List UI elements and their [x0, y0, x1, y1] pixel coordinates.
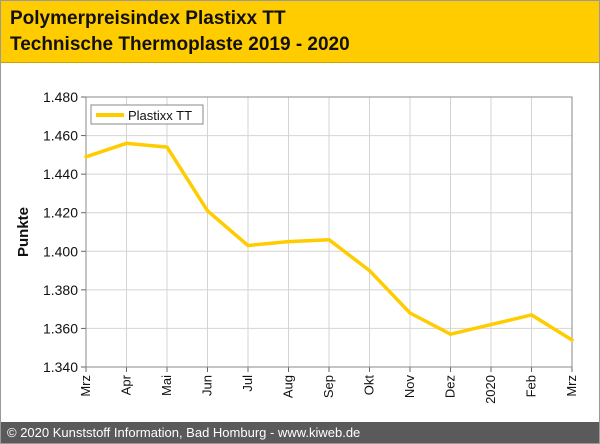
- x-tick-label: Mrz: [78, 375, 93, 397]
- y-tick-label: 1.400: [43, 243, 78, 259]
- x-axis-ticks: Mrz Apr Mai Jun Jul Aug Sep Okt Nov Dez 2020 Feb Mrz: [78, 367, 579, 404]
- data-point: [286, 240, 291, 244]
- data-point: [124, 141, 129, 145]
- x-tick-label: Sep: [321, 375, 336, 398]
- x-tick-label: Mrz: [564, 375, 579, 397]
- series-layer: [84, 141, 574, 342]
- x-tick-label: Jun: [200, 375, 215, 396]
- x-tick-label: Mai: [159, 375, 174, 396]
- x-tick-label: Feb: [524, 375, 539, 397]
- y-axis-ticks: 1.340 1.360 1.380 1.400 1.420 1.440 1.460 1.480: [43, 89, 86, 375]
- y-tick-label: 1.340: [43, 359, 78, 375]
- x-tick-label: Dez: [443, 375, 458, 398]
- copyright-text: © 2020 Kunststoff Information, Bad Hombu…: [7, 425, 361, 440]
- chart-header: Polymerpreisindex Plastixx TT Technische…: [1, 1, 599, 63]
- y-tick-label: 1.460: [43, 128, 78, 144]
- data-point: [448, 332, 453, 336]
- y-tick-label: 1.360: [43, 320, 78, 336]
- data-point: [205, 209, 210, 213]
- x-tick-label: 2020: [483, 375, 498, 404]
- x-tick-label: Okt: [362, 375, 377, 396]
- y-tick-label: 1.440: [43, 166, 78, 182]
- plot-area: [85, 96, 573, 368]
- data-point: [570, 338, 574, 342]
- data-point: [489, 322, 493, 327]
- chart-title: Polymerpreisindex Plastixx TT: [10, 8, 286, 29]
- data-point: [165, 145, 169, 149]
- legend: Plastixx TT: [90, 104, 204, 125]
- data-point: [84, 155, 88, 159]
- y-tick-label: 1.480: [43, 89, 78, 105]
- legend-label: Plastixx TT: [128, 108, 192, 123]
- data-point: [246, 243, 250, 248]
- y-tick-label: 1.420: [43, 205, 78, 221]
- chart-subtitle: Technische Thermoplaste 2019 - 2020: [10, 34, 350, 55]
- x-tick-label: Nov: [402, 375, 417, 399]
- x-tick-label: Jul: [240, 375, 255, 392]
- data-point: [408, 311, 412, 315]
- data-point: [529, 313, 534, 317]
- x-tick-label: Apr: [119, 374, 134, 395]
- line-chart: 1.340 1.360 1.380 1.400 1.420 1.440 1.460 1.480…: [15, 89, 579, 404]
- y-tick-label: 1.380: [43, 282, 78, 298]
- x-tick-label: Aug: [281, 375, 296, 398]
- data-point: [367, 268, 372, 273]
- grid-lines: [85, 96, 573, 368]
- data-point: [327, 238, 331, 242]
- footer-bar: © 2020 Kunststoff Information, Bad Hombu…: [1, 422, 599, 443]
- y-axis-label: Punkte: [15, 207, 32, 257]
- legend-box: [90, 104, 204, 125]
